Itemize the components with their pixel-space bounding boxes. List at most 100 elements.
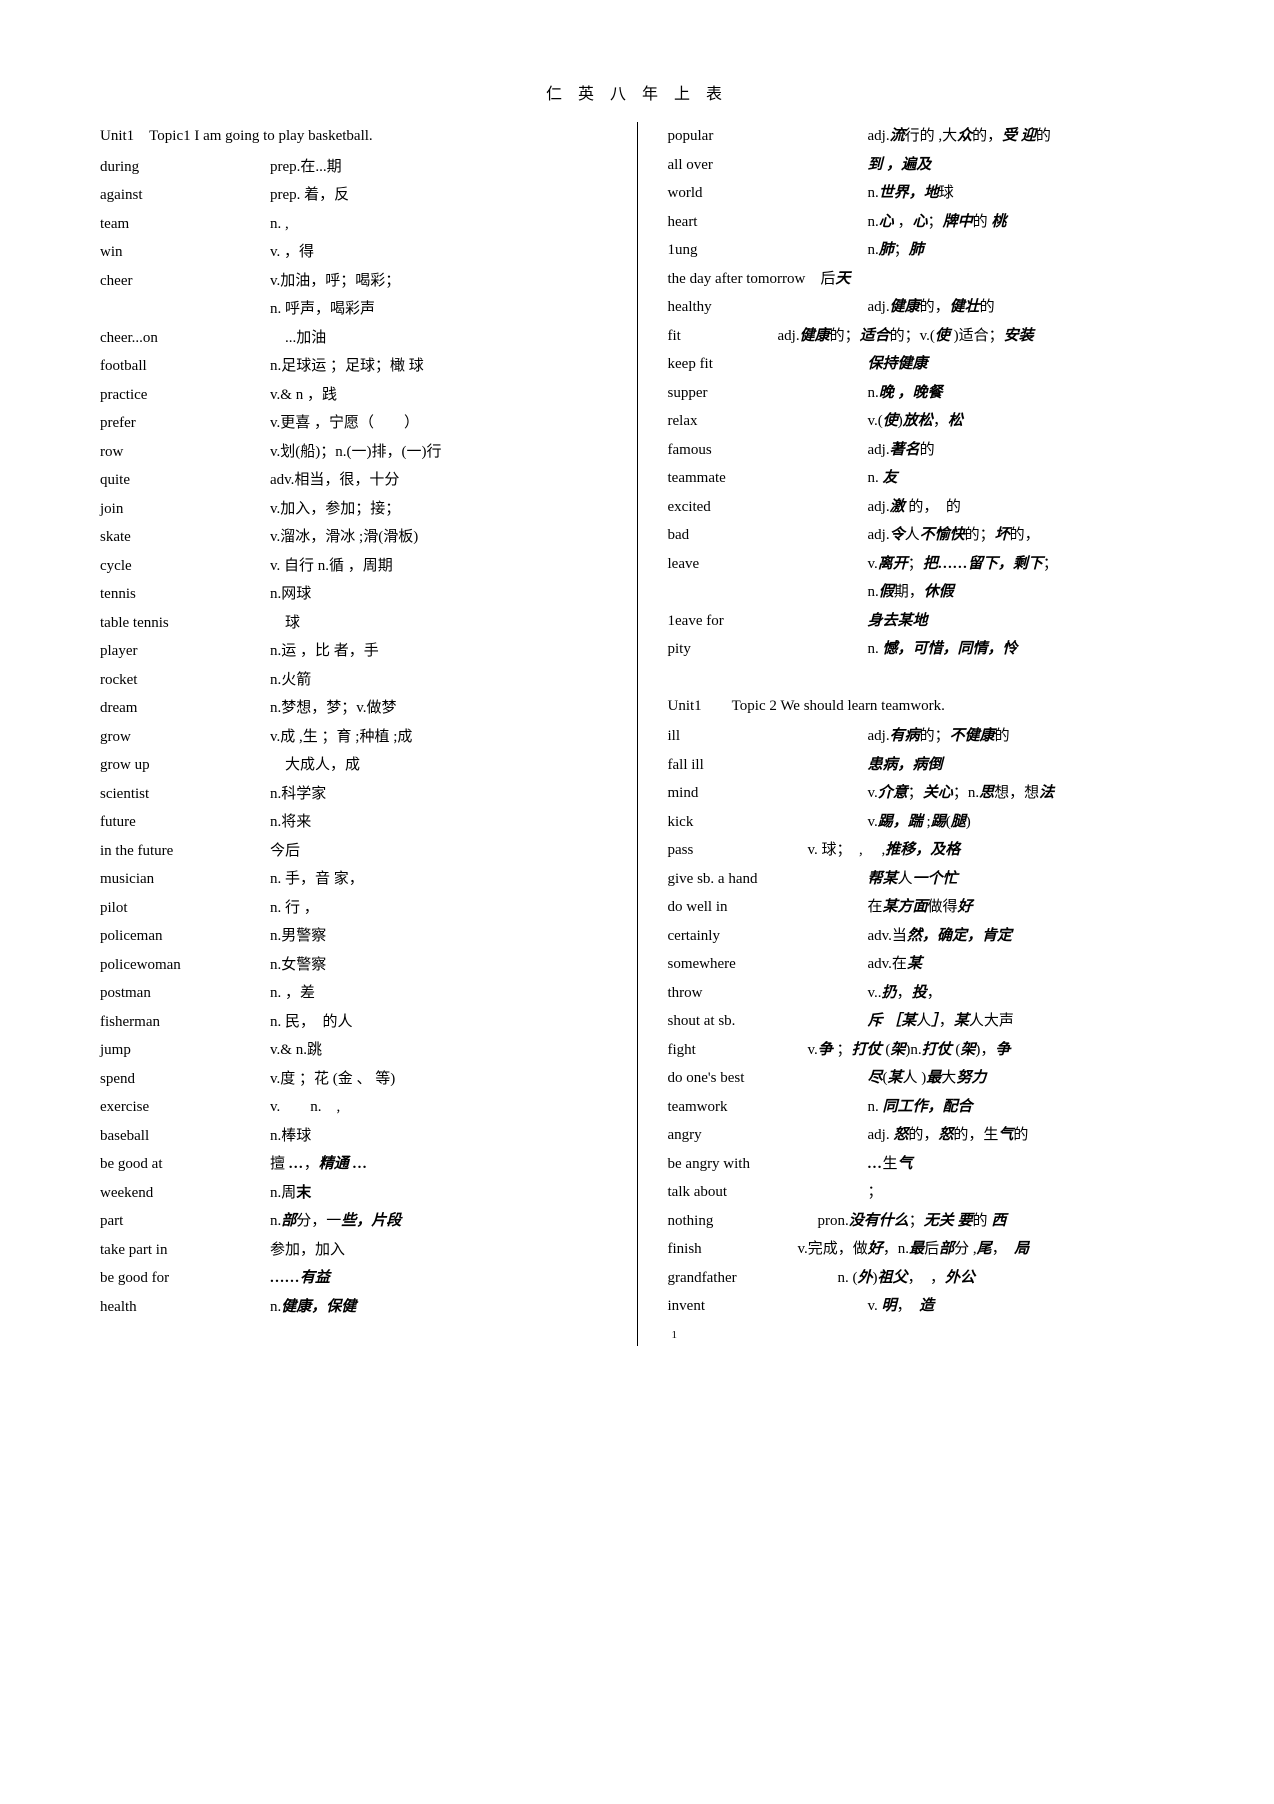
- vocab-entry: heartn.心 ，心；牌中的 桃: [668, 208, 1175, 237]
- vocab-word: musician: [100, 865, 270, 894]
- vocab-entry: teamn. ,: [100, 210, 607, 239]
- vocab-word: pass: [668, 836, 808, 865]
- vocab-entry: pityn. 憾，可惜，同情，怜: [668, 635, 1175, 664]
- vocab-def: v.(使)放松，松: [868, 407, 1175, 436]
- vocab-word: exercise: [100, 1093, 270, 1122]
- vocab-word: row: [100, 438, 270, 467]
- vocab-entry: keep fit保持健康: [668, 350, 1175, 379]
- vocab-entry: all over到 ，遍及: [668, 151, 1175, 180]
- vocab-entry: nothingpron.没有什么；无关 要的 西: [668, 1207, 1175, 1236]
- vocab-entry: shout at sb.斥 ［某人］，某人大声: [668, 1007, 1175, 1036]
- vocab-entry: be good for……有益: [100, 1264, 607, 1293]
- vocab-word: football: [100, 352, 270, 381]
- vocab-word: kick: [668, 808, 868, 837]
- vocab-word: teamwork: [668, 1093, 868, 1122]
- vocab-def: 在某方面做得好: [868, 893, 1175, 922]
- vocab-entry: footballn.足球运 ；足球；橄 球: [100, 352, 607, 381]
- vocab-word: baseball: [100, 1122, 270, 1151]
- vocab-def: ……有益: [270, 1264, 607, 1293]
- vocab-entry: the day after tomorrow 后天: [668, 265, 1175, 294]
- vocab-entry: jumpv.& n.跳: [100, 1036, 607, 1065]
- vocab-word: angry: [668, 1121, 868, 1150]
- vocab-word: ill: [668, 722, 868, 751]
- vocab-def: v.划(船)；n.(一)排，(一)行: [270, 438, 607, 467]
- vocab-entry: finishv.完成，做好，n.最后部分 ,尾， 局: [668, 1235, 1175, 1264]
- vocab-def: 帮某人一个忙: [868, 865, 1175, 894]
- vocab-def: 参加，加入: [270, 1236, 607, 1265]
- vocab-word: somewhere: [668, 950, 868, 979]
- vocab-def: 身去某地: [868, 607, 1175, 636]
- vocab-entry: healthn.健康，保健: [100, 1293, 607, 1322]
- vocab-def: pron.没有什么；无关 要的 西: [818, 1207, 1175, 1236]
- vocab-def: v.加油，呼；喝彩；: [270, 267, 607, 296]
- vocab-def: adj.著名的: [868, 436, 1175, 465]
- vocab-word: shout at sb.: [668, 1007, 868, 1036]
- vocab-entry: exercisev. n. ,: [100, 1093, 607, 1122]
- vocab-entry: n.假期，休假: [668, 578, 1175, 607]
- vocab-def: 斥 ［某人］，某人大声: [868, 1007, 1175, 1036]
- vocab-entry: healthyadj.健康的，健壮的: [668, 293, 1175, 322]
- vocab-entry: baseballn.棒球: [100, 1122, 607, 1151]
- vocab-word: during: [100, 153, 270, 182]
- vocab-entry: kickv.踢，踹 ;踢(腿): [668, 808, 1175, 837]
- vocab-entry: be good at擅 …，精通 …: [100, 1150, 607, 1179]
- vocab-word: fight: [668, 1036, 808, 1065]
- vocab-word: take part in: [100, 1236, 270, 1265]
- vocab-entry: duringprep.在...期: [100, 153, 607, 182]
- vocab-word: [100, 295, 270, 324]
- vocab-word: in the future: [100, 837, 270, 866]
- vocab-word: teammate: [668, 464, 868, 493]
- vocab-def: 保持健康: [868, 350, 1175, 379]
- vocab-word: future: [100, 808, 270, 837]
- vocab-def: 后天: [820, 265, 850, 294]
- vocab-def: v.踢，踹 ;踢(腿): [868, 808, 1175, 837]
- vocab-word: pilot: [100, 894, 270, 923]
- vocab-def: n.网球: [270, 580, 607, 609]
- vocab-entry: passv. 球； , ,推移，及格: [668, 836, 1175, 865]
- vocab-def: ；: [868, 1178, 1175, 1207]
- vocab-entry: practicev.& n ，践: [100, 381, 607, 410]
- vocab-def: 尽(某人 )最大努力: [868, 1064, 1175, 1093]
- vocab-word: be good at: [100, 1150, 270, 1179]
- vocab-entry: joinv.加入，参加；接；: [100, 495, 607, 524]
- vocab-def: n.梦想，梦；v.做梦: [270, 694, 607, 723]
- vocab-word: tennis: [100, 580, 270, 609]
- vocab-entry: cheerv.加油，呼；喝彩；: [100, 267, 607, 296]
- vocab-word: leave: [668, 550, 868, 579]
- vocab-def: n.棒球: [270, 1122, 607, 1151]
- vocab-word: healthy: [668, 293, 868, 322]
- vocab-entry: give sb. a hand帮某人一个忙: [668, 865, 1175, 894]
- right-column: popularadj.流行的 ,大众的，受 迎的all over到 ，遍及wor…: [638, 122, 1175, 1345]
- vocab-word: spend: [100, 1065, 270, 1094]
- vocab-entry: spendv.度 ；花 (金 、 等): [100, 1065, 607, 1094]
- vocab-def: n.将来: [270, 808, 607, 837]
- vocab-def: n. 呼声，喝彩声: [270, 295, 607, 324]
- vocab-def: n.周末: [270, 1179, 607, 1208]
- vocab-word: team: [100, 210, 270, 239]
- vocab-entry: musiciann. 手，音 家，: [100, 865, 607, 894]
- vocab-def: n. 同工作，配合: [868, 1093, 1175, 1122]
- vocab-word: join: [100, 495, 270, 524]
- vocab-word: rocket: [100, 666, 270, 695]
- vocab-def: v..扔，投，: [868, 979, 1175, 1008]
- vocab-word: 1eave for: [668, 607, 868, 636]
- vocab-entry: badadj.令人不愉快的；坏的，: [668, 521, 1175, 550]
- vocab-entry: futuren.将来: [100, 808, 607, 837]
- vocab-def: n. 民， 的人: [270, 1008, 607, 1037]
- vocab-word: world: [668, 179, 868, 208]
- vocab-def: v.溜冰，滑冰 ;滑(滑板): [270, 523, 607, 552]
- vocab-word: grandfather: [668, 1264, 838, 1293]
- vocab-entry: certainlyadv.当然，确定，肯定: [668, 922, 1175, 951]
- vocab-def: adj.有病的；不健康的: [868, 722, 1175, 751]
- vocab-word: pity: [668, 635, 868, 664]
- vocab-def: 擅 …，精通 …: [270, 1150, 607, 1179]
- vocab-def: n.晚 ，晚餐: [868, 379, 1175, 408]
- vocab-def: n.假期，休假: [868, 578, 1175, 607]
- vocab-entry: grow up 大成人，成: [100, 751, 607, 780]
- two-column-layout: Unit1 Topic1 I am going to play basketba…: [100, 122, 1174, 1345]
- vocab-entry: angryadj. 怒的，怒的，生气的: [668, 1121, 1175, 1150]
- vocab-word: talk about: [668, 1178, 868, 1207]
- vocab-def: adj.健康的，健壮的: [868, 293, 1175, 322]
- vocab-entry: scientistn.科学家: [100, 780, 607, 809]
- vocab-def: …生气: [868, 1150, 1175, 1179]
